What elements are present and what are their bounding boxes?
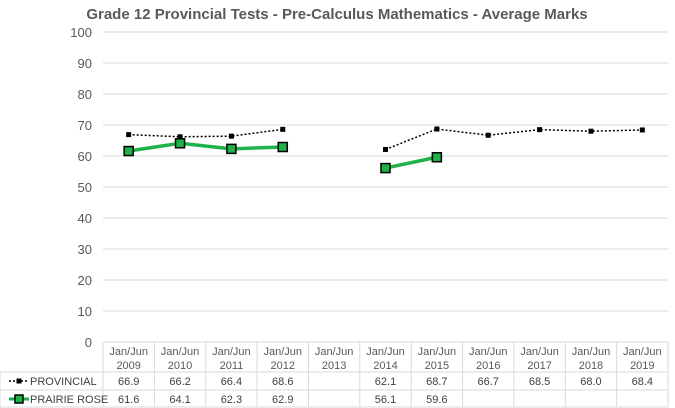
data-point [228, 133, 234, 139]
table-value: 62.3 [221, 394, 242, 406]
x-tick-label: 2016 [476, 360, 500, 372]
data-point [537, 127, 543, 133]
legend-marker [16, 378, 22, 384]
data-point [639, 127, 645, 133]
y-tick-label: 100 [70, 25, 92, 40]
y-tick-label: 40 [78, 211, 92, 226]
x-tick-label: 2010 [168, 360, 192, 372]
y-tick-label: 10 [78, 304, 92, 319]
data-point [431, 151, 443, 163]
x-tick-label: Jan/Jun [109, 346, 148, 358]
table-value: 64.1 [169, 394, 190, 406]
data-point [434, 126, 440, 132]
x-tick-label: Jan/Jun [366, 346, 405, 358]
y-tick-label: 90 [78, 56, 92, 71]
series-line-provincial [385, 128, 643, 151]
table-value: 68.6 [272, 376, 293, 388]
table-value: 66.7 [478, 376, 499, 388]
x-tick-label: Jan/Jun [418, 346, 457, 358]
table-value: 61.6 [118, 394, 139, 406]
x-tick-label: 2019 [630, 360, 654, 372]
x-tick-label: Jan/Jun [623, 346, 662, 358]
x-tick-label: 2013 [322, 360, 346, 372]
table-value: 68.4 [632, 376, 653, 388]
data-point [177, 134, 183, 140]
table-value: 62.9 [272, 394, 293, 406]
x-tick-label: 2009 [116, 360, 140, 372]
data-point [174, 138, 186, 149]
x-tick-label: Jan/Jun [264, 346, 303, 358]
table-value: 66.9 [118, 376, 139, 388]
y-tick-label: 20 [78, 273, 92, 288]
x-tick-label: Jan/Jun [520, 346, 559, 358]
legend-marker [14, 394, 24, 404]
table-value: 56.1 [375, 394, 396, 406]
x-tick-label: Jan/Jun [161, 346, 200, 358]
series-line-prairie-rose [128, 141, 283, 153]
data-point [126, 132, 132, 138]
y-tick-label: 80 [78, 87, 92, 102]
x-tick-label: Jan/Jun [212, 346, 251, 358]
x-tick-label: 2018 [579, 360, 603, 372]
legend-label: PROVINCIAL [30, 376, 97, 388]
y-tick-label: 70 [78, 118, 92, 133]
x-tick-label: 2012 [271, 360, 295, 372]
data-point [277, 141, 289, 153]
data-point [226, 143, 237, 155]
x-tick-label: 2015 [425, 360, 449, 372]
data-point [280, 126, 286, 132]
table-value: 68.7 [426, 376, 447, 388]
series-line-prairie-rose [385, 155, 438, 170]
y-tick-label: 60 [78, 149, 92, 164]
chart-title: Grade 12 Provincial Tests - Pre-Calculus… [86, 6, 587, 23]
y-tick-label: 50 [78, 180, 92, 195]
table-value: 68.5 [529, 376, 550, 388]
table-value: 62.1 [375, 376, 396, 388]
data-point [383, 146, 388, 152]
series-line-provincial [128, 128, 283, 138]
x-tick-label: 2014 [373, 360, 397, 372]
y-tick-label: 30 [78, 242, 92, 257]
table-value: 66.4 [221, 376, 242, 388]
data-point [123, 145, 134, 157]
table-value: 66.2 [169, 376, 190, 388]
legend-label: PRAIRIE ROSE [30, 394, 108, 406]
data-point [380, 162, 391, 174]
x-tick-label: Jan/Jun [572, 346, 611, 358]
table-value: 68.0 [580, 376, 601, 388]
y-tick-label: 0 [85, 335, 92, 350]
data-point [485, 132, 491, 138]
x-tick-label: Jan/Jun [469, 346, 508, 358]
x-tick-label: 2011 [220, 360, 244, 372]
x-tick-label: Jan/Jun [315, 346, 354, 358]
x-tick-label: 2017 [527, 360, 551, 372]
table-value: 59.6 [426, 394, 447, 406]
data-point [588, 128, 594, 134]
